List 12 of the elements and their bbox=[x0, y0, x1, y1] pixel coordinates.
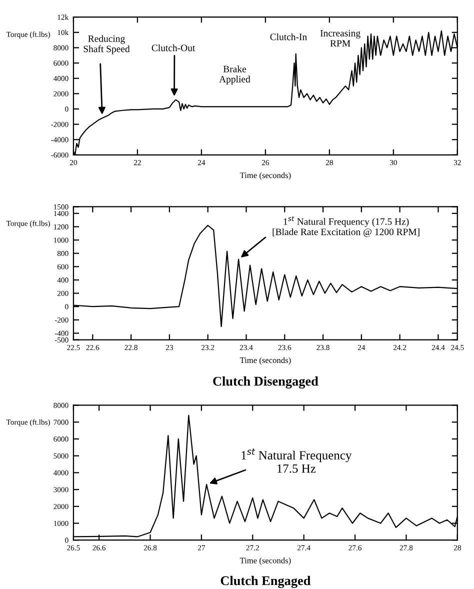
annotation: Reducing Shaft Speed bbox=[84, 35, 130, 54]
x-axis-title: Time (seconds) bbox=[240, 172, 291, 180]
annotation: Clutch-Out bbox=[152, 44, 196, 52]
text: Clutch Engaged bbox=[220, 576, 311, 588]
text: Clutch Disengaged bbox=[213, 376, 318, 388]
annotation: Brake Applied bbox=[219, 65, 250, 84]
annotation: 1$^{st}$ Natural Frequency (17.5 Hz) [Blade Rate Excitation @ 1200 RPM] bbox=[272, 216, 420, 237]
x-axis-title: Time (seconds) bbox=[240, 557, 291, 566]
annotation: Increasing RPM bbox=[320, 30, 360, 47]
annotation: Clutch-In bbox=[270, 33, 307, 40]
annotation: 1$^{st}$ Natural Frequency 17.5 Hz bbox=[242, 448, 352, 473]
x-axis-title: Time (seconds) bbox=[240, 357, 291, 365]
